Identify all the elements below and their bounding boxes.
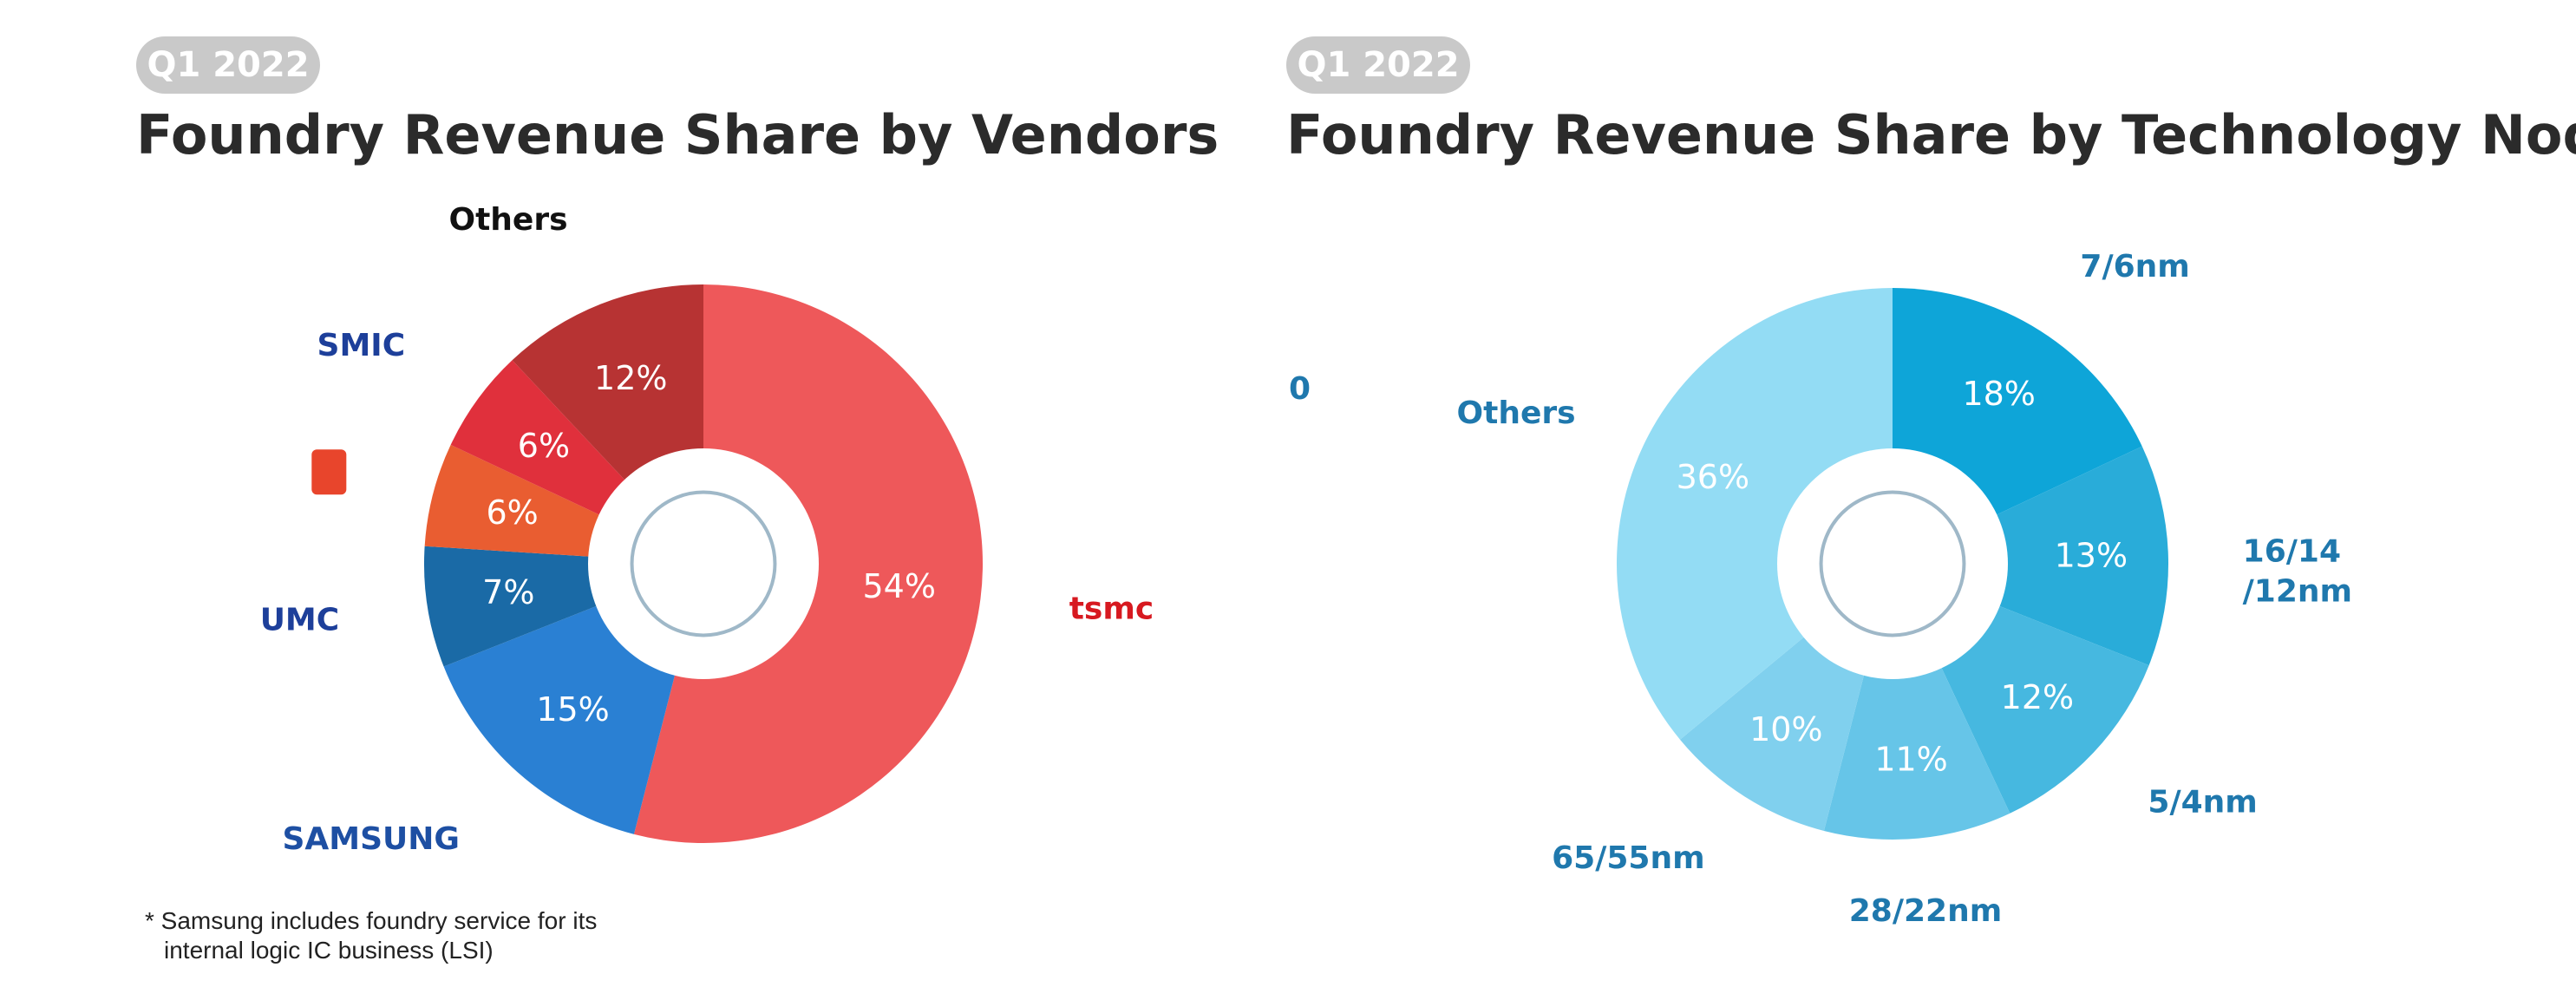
category-label: UMC	[260, 602, 339, 637]
value-label: 11%	[1874, 740, 1947, 778]
category-label: SAMSUNG	[282, 821, 459, 857]
value-label: 18%	[1962, 375, 2035, 413]
slice	[1823, 564, 2010, 840]
value-label: 12%	[594, 359, 667, 397]
category-label: 5/4nm	[2148, 784, 2257, 820]
badge: Q1 2022	[147, 45, 309, 85]
value-label: 6%	[518, 427, 570, 465]
chart-title: Foundry Revenue Share by Vendors	[136, 103, 1219, 167]
value-label: 15%	[536, 690, 609, 729]
annotation: 0	[1289, 371, 1311, 407]
category-label: 16/14/12nm	[2243, 533, 2352, 609]
category-label: 28/22nm	[1849, 893, 2002, 929]
chart-title: Foundry Revenue Share by Technology Node…	[1286, 103, 2576, 167]
value-label: 10%	[1749, 710, 1822, 748]
value-label: 7%	[482, 573, 534, 611]
value-label: 6%	[486, 494, 538, 532]
slice	[1893, 446, 2168, 666]
footnote: * Samsung includes foundry service for i…	[145, 907, 597, 964]
center-hole	[1777, 448, 2008, 679]
center-hole	[588, 448, 819, 679]
category-label: Others	[1457, 395, 1576, 431]
category-label: 7/6nm	[2080, 249, 2189, 284]
value-label: 36%	[1677, 458, 1749, 496]
value-label: 13%	[2055, 536, 2128, 574]
slice	[1617, 288, 1893, 740]
value-label: 54%	[862, 567, 935, 605]
category-label: SMIC	[317, 328, 406, 363]
badge: Q1 2022	[1297, 45, 1459, 85]
badge-bg	[136, 36, 320, 94]
wafer-icon	[630, 490, 777, 637]
value-label: 12%	[2001, 678, 2074, 716]
badge-bg	[1286, 36, 1470, 94]
wafer-icon	[1819, 490, 1966, 637]
category-label: Others	[448, 202, 567, 238]
logo-icon	[311, 449, 347, 495]
category-label: tsmc	[1069, 591, 1154, 626]
category-label: 65/55nm	[1552, 840, 1704, 876]
